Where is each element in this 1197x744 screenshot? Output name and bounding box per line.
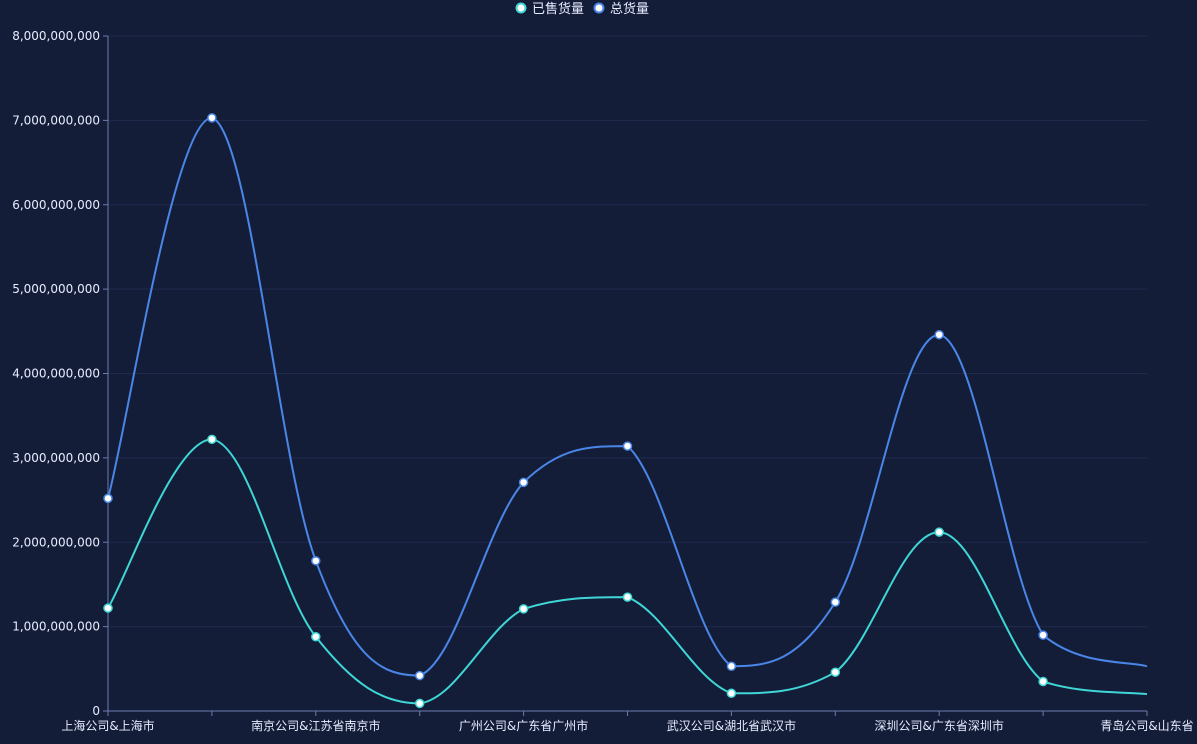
data-point xyxy=(934,329,944,340)
series-0 xyxy=(103,434,1148,709)
data-point xyxy=(830,667,841,677)
data-point xyxy=(1038,676,1048,687)
x-tick-label: 武汉公司&湖北省武汉市 xyxy=(667,718,796,733)
data-point xyxy=(207,434,217,445)
y-tick-label: 3,000,000,000 xyxy=(12,451,100,465)
data-point xyxy=(518,604,529,614)
data-point xyxy=(622,441,633,451)
y-tick-label: 7,000,000,000 xyxy=(12,113,100,127)
x-tick-label: 上海公司&上海市 xyxy=(61,718,154,733)
y-tick-label: 5,000,000,000 xyxy=(12,282,100,296)
y-tick-label: 0 xyxy=(92,704,100,718)
data-point xyxy=(414,670,425,681)
data-point xyxy=(830,597,841,607)
y-axis: 0 1,000,000,000 2,000,000,000 3,000,000,000… xyxy=(12,29,109,718)
x-tick-label: 青岛公司&山东省 xyxy=(1100,718,1193,733)
data-point xyxy=(726,688,737,699)
data-point xyxy=(103,603,113,613)
x-tick-label: 南京公司&江苏省南京市 xyxy=(251,718,380,733)
legend-marker xyxy=(593,2,605,14)
data-point xyxy=(414,698,425,709)
data-point xyxy=(311,632,321,642)
y-tick-label: 8,000,000,000 xyxy=(12,29,100,43)
y-tick-label: 4,000,000,000 xyxy=(12,367,100,381)
series-line xyxy=(107,116,1148,677)
data-point xyxy=(622,592,633,602)
y-tick-label: 1,000,000,000 xyxy=(12,620,100,634)
series-group xyxy=(103,113,1148,709)
legend-label: 已售货量 xyxy=(532,1,584,17)
data-point xyxy=(934,527,944,537)
x-tick-label: 广州公司&广东省广州市 xyxy=(459,718,588,733)
legend-label: 总货量 xyxy=(610,1,649,17)
x-axis: 上海公司&上海市 南京公司&江苏省南京市 广州公司&广东省广州市 武汉公司&湖北省武汉… xyxy=(61,710,1194,733)
data-point xyxy=(1038,630,1048,640)
series-1 xyxy=(103,113,1148,681)
y-tick-label: 6,000,000,000 xyxy=(12,198,100,212)
data-point xyxy=(103,493,113,504)
series-line xyxy=(107,438,1148,705)
data-point xyxy=(518,477,529,488)
grid-lines xyxy=(108,35,1147,628)
legend-marker xyxy=(515,2,527,14)
data-point xyxy=(311,556,321,566)
data-point xyxy=(726,661,737,672)
y-tick-label: 2,000,000,000 xyxy=(12,535,100,549)
legend: 已售货量 总货量 xyxy=(515,1,649,17)
data-point xyxy=(207,113,217,123)
x-tick-label: 深圳公司&广东省深圳市 xyxy=(875,718,1004,733)
